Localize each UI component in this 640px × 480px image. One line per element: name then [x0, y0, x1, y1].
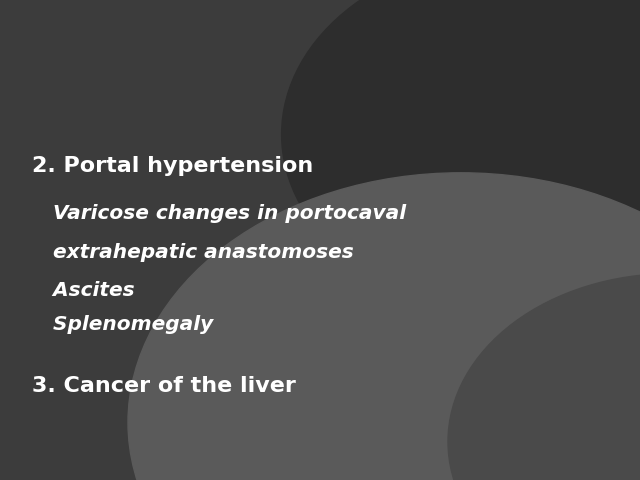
Circle shape	[448, 274, 640, 480]
Text: Splenomegaly: Splenomegaly	[32, 314, 213, 334]
Text: extrahepatic anastomoses: extrahepatic anastomoses	[32, 242, 354, 262]
Circle shape	[282, 0, 640, 317]
Text: Varicose changes in portocaval: Varicose changes in portocaval	[32, 204, 406, 223]
Circle shape	[128, 173, 640, 480]
Text: Ascites: Ascites	[32, 281, 134, 300]
Text: 3. Cancer of the liver: 3. Cancer of the liver	[32, 376, 296, 396]
Text: 2. Portal hypertension: 2. Portal hypertension	[32, 156, 313, 176]
